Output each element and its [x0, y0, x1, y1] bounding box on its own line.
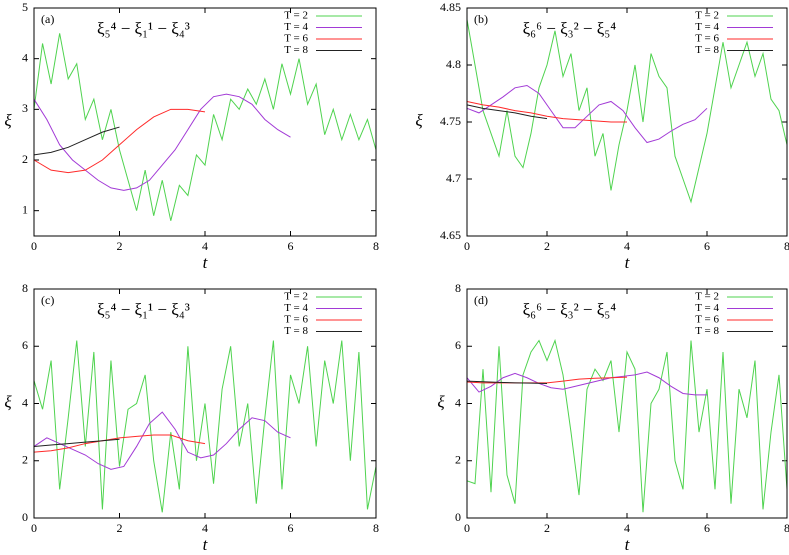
y-tick-label: 2 [22, 453, 28, 467]
y-tick-label: 4.75 [440, 114, 461, 128]
y-axis-label: ξ [437, 392, 445, 411]
series-line [466, 100, 627, 123]
series-line [33, 438, 120, 447]
y-tick-label: 8 [455, 281, 461, 295]
panel-label: (a) [41, 12, 54, 26]
legend-label: T = 8 [695, 325, 719, 337]
x-axis-label: t [203, 253, 209, 272]
y-axis-label: ξ [415, 111, 423, 130]
chart-title: ξ₆⁶ − ξ₃² − ξ₅⁴ [523, 19, 617, 38]
x-tick-label: 6 [704, 239, 710, 253]
y-tick-label: 4 [22, 395, 28, 409]
series-line [33, 126, 120, 156]
x-tick-label: 2 [544, 239, 550, 253]
legend-label: T = 6 [695, 314, 719, 326]
legend-label: T = 2 [695, 291, 719, 303]
series-line [466, 104, 548, 120]
legend-label: T = 8 [284, 44, 308, 56]
panel-label: (c) [41, 293, 54, 307]
y-tick-label: 6 [455, 338, 461, 352]
y-axis-label: ξ [4, 392, 12, 411]
panel-label: (d) [474, 293, 488, 307]
y-tick-label: 4.8 [446, 57, 461, 71]
panel: 0 2 4 6 8 0 2 4 6 8 (c) ξ₅⁴ − ξ₁¹ − ξ₄³ t ξ T = 2T = 4… [4, 281, 379, 554]
chart-title: ξ₅⁴ − ξ₁¹ − ξ₄³ [97, 300, 190, 319]
panel: 0 2 4 6 8 4.65 4.7 4.75 4.8 4.85 (b) ξ₆⁶ − ξ₃² − ξ₅… [415, 0, 789, 272]
x-tick-label: 4 [202, 239, 208, 253]
legend-label: T = 4 [284, 302, 308, 314]
y-tick-label: 4.85 [440, 0, 461, 14]
x-axis-label: t [203, 535, 209, 554]
y-tick-label: 3 [22, 101, 28, 115]
legend-label: T = 2 [695, 10, 719, 22]
series-line [466, 338, 788, 513]
x-tick-label: 0 [31, 521, 37, 535]
plot-frame [33, 7, 377, 237]
y-tick-label: 6 [22, 338, 28, 352]
y-tick-label: 5 [22, 0, 28, 14]
y-tick-label: 2 [22, 152, 28, 166]
chart-title: ξ₆⁶ − ξ₃² − ξ₅⁴ [523, 300, 617, 319]
y-tick-label: 2 [455, 453, 461, 467]
legend-label: T = 6 [284, 314, 308, 326]
legend-label: T = 8 [284, 325, 308, 337]
x-tick-label: 0 [464, 521, 470, 535]
legend-label: T = 4 [695, 21, 719, 33]
y-tick-label: 4 [22, 50, 28, 64]
y-axis-label: ξ [4, 111, 12, 130]
series-line [466, 84, 708, 144]
legend-label: T = 4 [284, 21, 308, 33]
x-tick-label: 8 [784, 521, 789, 535]
legend-label: T = 4 [695, 302, 719, 314]
series-line [466, 380, 548, 384]
x-tick-label: 8 [373, 239, 379, 253]
legend-label: T = 2 [284, 291, 308, 303]
x-tick-label: 2 [117, 521, 123, 535]
y-tick-label: 4.7 [446, 171, 461, 185]
y-tick-label: 0 [455, 510, 461, 524]
x-tick-label: 0 [464, 239, 470, 253]
series-line [466, 376, 628, 384]
series-line [33, 93, 291, 191]
x-axis-label: t [625, 535, 631, 554]
x-tick-label: 6 [704, 521, 710, 535]
chart-title: ξ₅⁴ − ξ₁¹ − ξ₄³ [97, 19, 190, 38]
x-tick-label: 0 [31, 239, 37, 253]
series-line [33, 411, 291, 470]
legend-label: T = 6 [284, 33, 308, 45]
y-tick-label: 8 [22, 281, 28, 295]
x-tick-label: 4 [624, 239, 630, 253]
series-line [466, 371, 707, 396]
plot-frame [33, 288, 377, 519]
series-line [33, 434, 206, 453]
series-line [33, 33, 377, 221]
y-tick-label: 4 [455, 395, 461, 409]
x-tick-label: 6 [288, 521, 294, 535]
x-axis-label: t [625, 253, 631, 272]
plot-frame [466, 7, 788, 237]
series-line [33, 108, 206, 174]
series-line [466, 19, 788, 204]
x-tick-label: 8 [373, 521, 379, 535]
legend-label: T = 6 [695, 33, 719, 45]
y-tick-label: 4.65 [440, 228, 461, 242]
plot-frame [466, 288, 788, 519]
legend-label: T = 8 [695, 44, 719, 56]
legend-label: T = 2 [284, 10, 308, 22]
x-tick-label: 2 [117, 239, 123, 253]
panel: 0 2 4 6 8 0 2 4 6 8 (d) ξ₆⁶ − ξ₃² − ξ₅⁴ t ξ T = 2T = 4… [437, 281, 789, 554]
x-tick-label: 4 [624, 521, 630, 535]
y-tick-label: 1 [22, 202, 28, 216]
panel-label: (b) [474, 12, 488, 26]
panel: 0 2 4 6 8 1 2 3 4 5 (a) ξ₅⁴ − ξ₁¹ − ξ₄³ t ξ T = 2T = 4… [4, 0, 379, 272]
x-tick-label: 4 [202, 521, 208, 535]
y-tick-label: 0 [22, 510, 28, 524]
x-tick-label: 6 [288, 239, 294, 253]
x-tick-label: 2 [544, 521, 550, 535]
x-tick-label: 8 [784, 239, 789, 253]
series-line [33, 340, 377, 513]
